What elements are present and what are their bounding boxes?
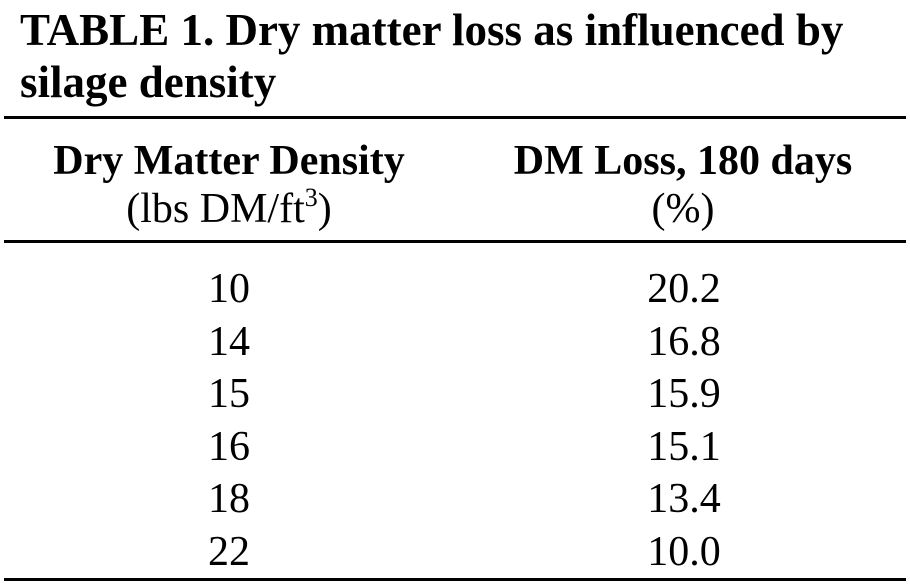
column-header-loss-label: DM Loss, 180 days <box>513 138 853 184</box>
loss-cell: 16.8 <box>647 318 721 365</box>
table-row: 16 15.1 <box>0 421 910 474</box>
loss-cell: 10.0 <box>647 528 721 575</box>
density-cell: 14 <box>208 318 250 365</box>
density-cell: 18 <box>208 476 250 522</box>
column-header-loss-unit: (%) <box>651 186 715 232</box>
data-table: 10 20.2 14 16.8 15 15.9 16 15.1 18 13.4 … <box>0 263 910 578</box>
density-cell: 22 <box>208 528 250 575</box>
density-cell: 16 <box>208 423 250 470</box>
density-unit-superscript: 3 <box>304 183 318 212</box>
header-rule <box>4 240 906 243</box>
bottom-rule <box>4 578 906 581</box>
density-unit-prefix: (lbs DM/ft <box>126 186 305 232</box>
table-row: 10 20.2 <box>0 263 910 316</box>
table-title-line-1: TABLE 1. Dry matter loss as influenced b… <box>20 5 844 55</box>
table-row: 22 10.0 <box>0 526 910 579</box>
density-cell: 10 <box>208 266 250 312</box>
table-row: 15 15.9 <box>0 368 910 421</box>
loss-cell: 15.9 <box>647 371 721 417</box>
column-header-density-label: Dry Matter Density <box>53 138 405 184</box>
table-row: 14 16.8 <box>0 316 910 369</box>
column-header-density-unit: (lbs DM/ft3) <box>0 183 458 239</box>
table-title: TABLE 1. Dry matter loss as influenced b… <box>20 4 900 108</box>
loss-cell: 13.4 <box>647 476 721 522</box>
loss-cell: 20.2 <box>647 266 721 312</box>
column-header-loss: DM Loss, 180 days (%) <box>458 138 908 234</box>
table-title-line-2: silage density <box>20 57 277 107</box>
table-row: 18 13.4 <box>0 473 910 526</box>
loss-cell: 15.1 <box>647 423 721 470</box>
column-header-density: Dry Matter Density (lbs DM/ft3) <box>0 138 458 239</box>
density-unit-suffix: ) <box>317 186 332 232</box>
top-rule <box>4 116 906 119</box>
density-cell: 15 <box>208 371 250 417</box>
